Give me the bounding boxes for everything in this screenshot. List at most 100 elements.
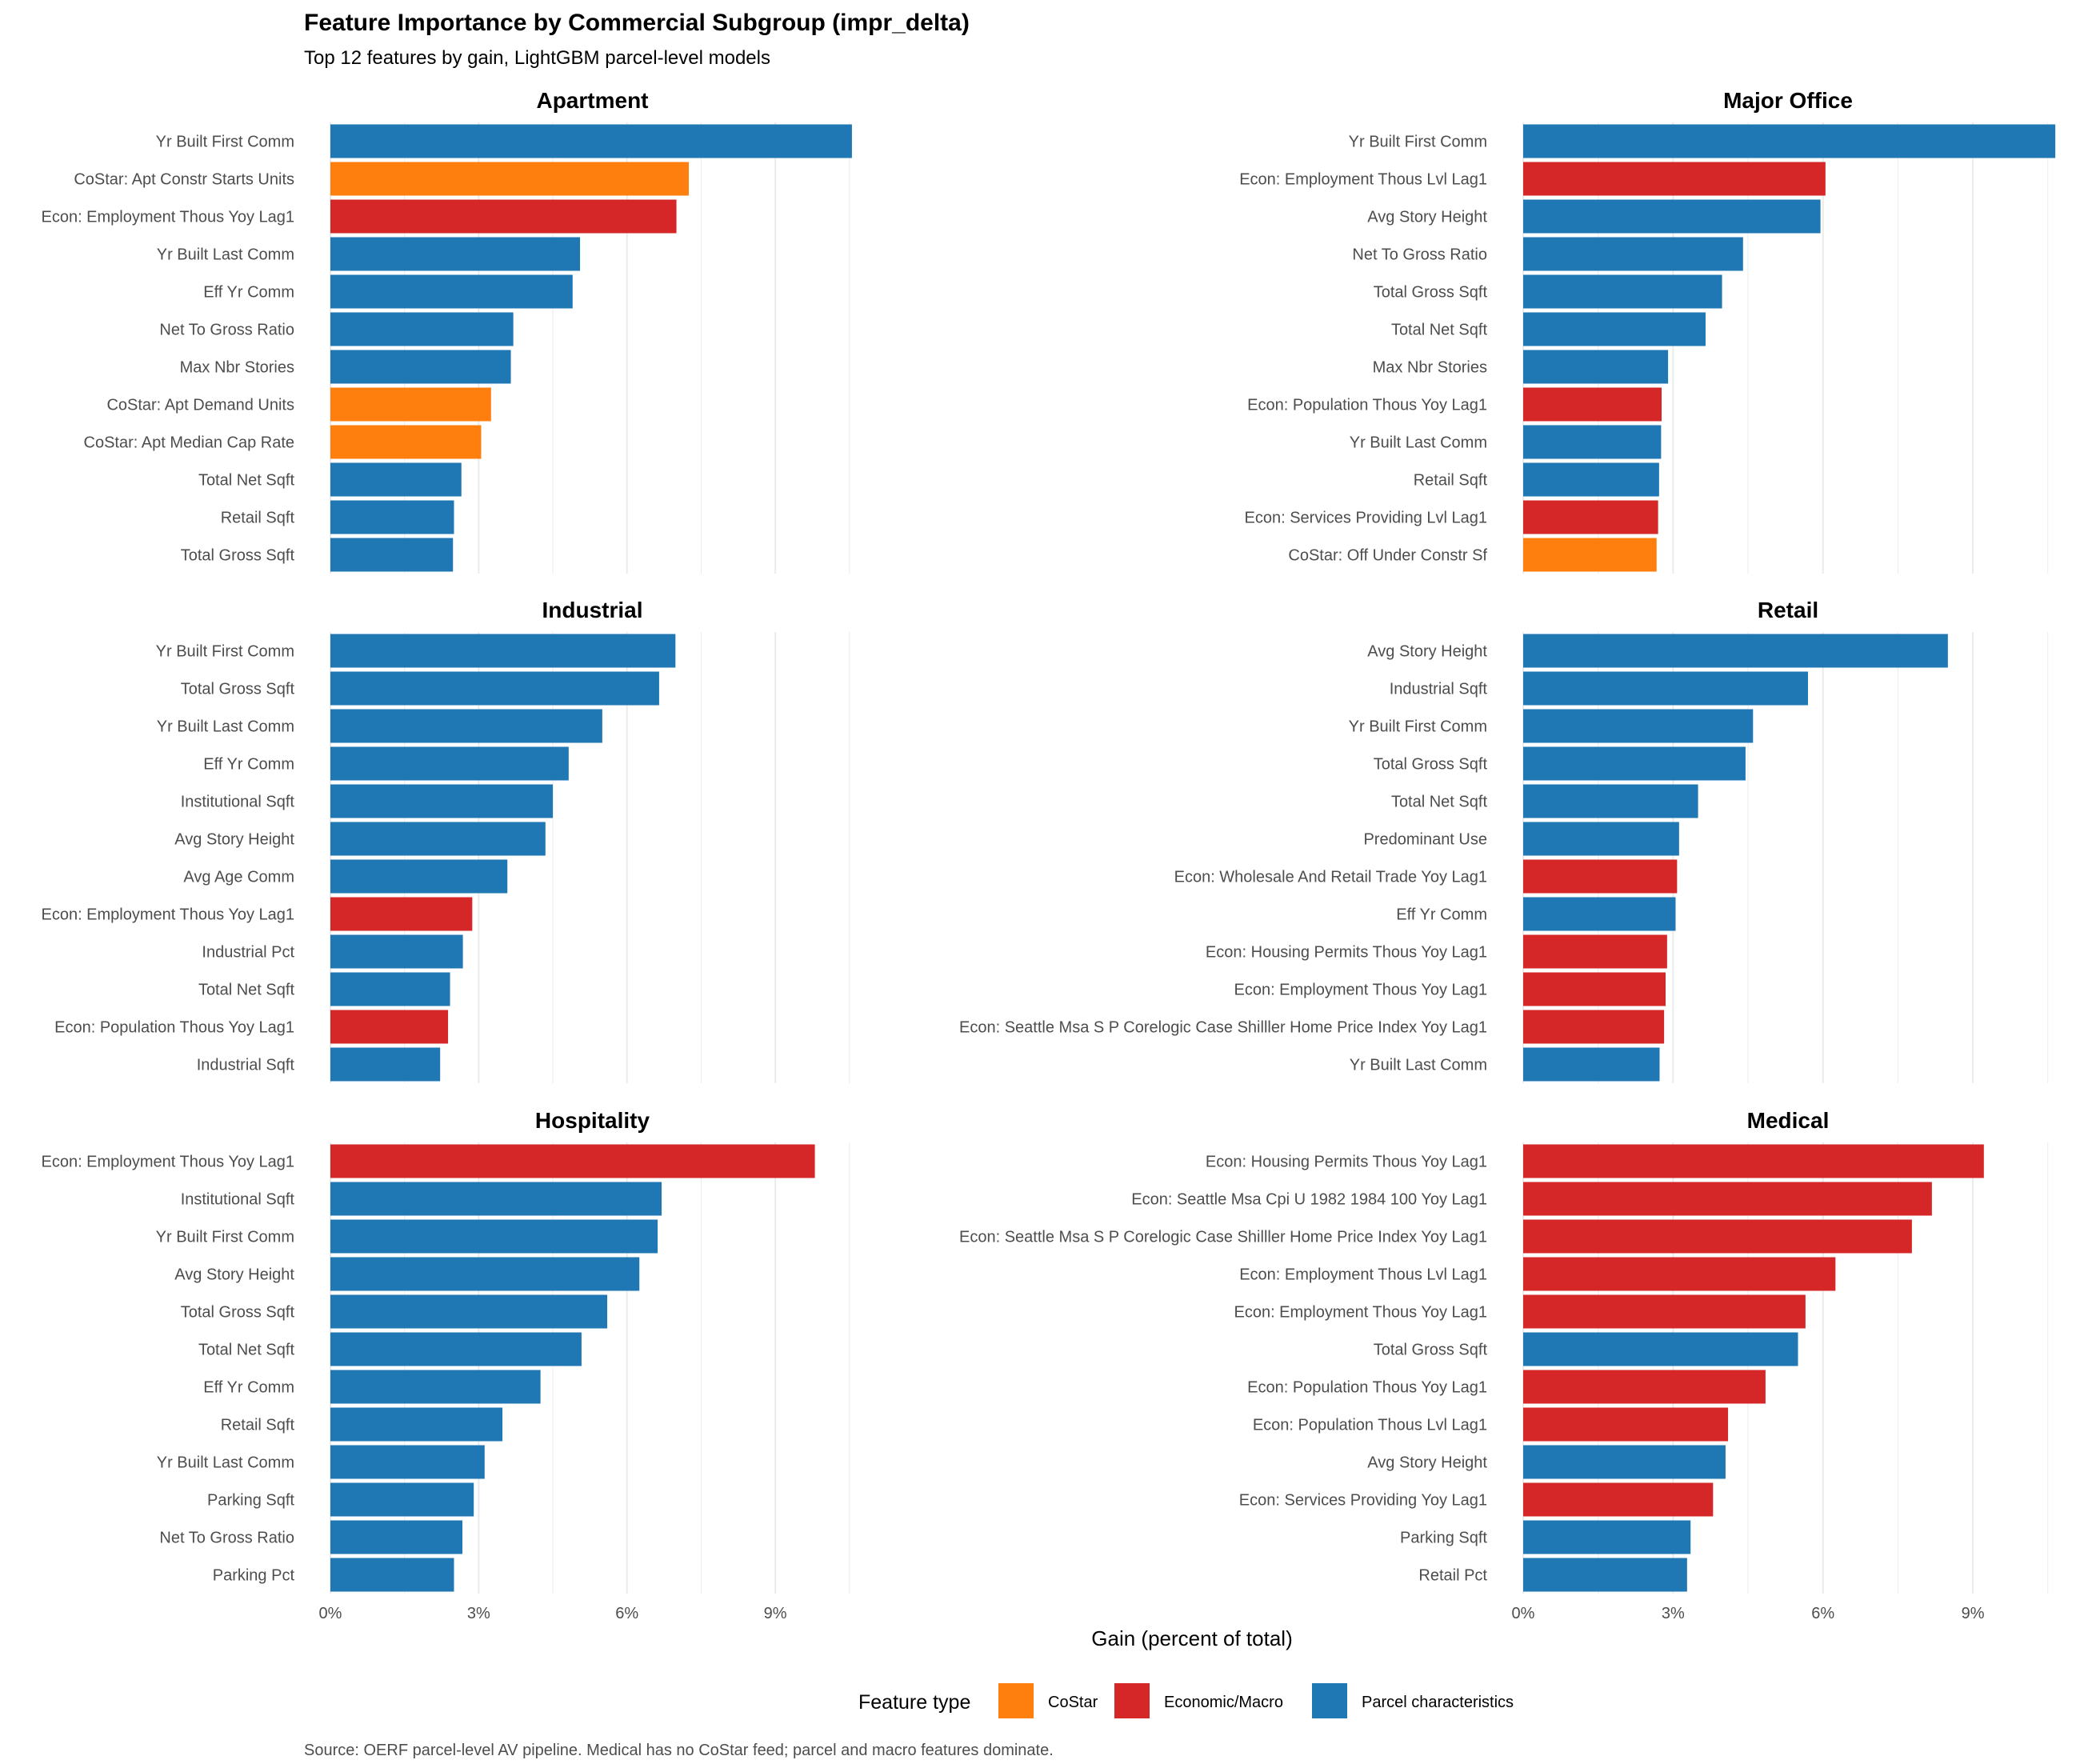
feature-label: Econ: Population Thous Yoy Lag1: [54, 1019, 294, 1037]
bar-hospitality-econ-employment-thous-yoy-lag1: [330, 1144, 815, 1178]
feature-label: Total Net Sqft: [1391, 794, 1488, 811]
bar-hospitality-retail-sqft: [330, 1407, 503, 1442]
bar-apartment-eff-yr-comm: [330, 274, 573, 309]
bar-hospitality-eff-yr-comm: [330, 1370, 541, 1404]
bar-major-office-costar-off-under-constr-sf: [1523, 538, 1657, 572]
bar-hospitality-avg-story-height: [330, 1257, 640, 1291]
feature-label: Total Net Sqft: [198, 1342, 295, 1359]
bar-medical-econ-employment-thous-yoy-lag1: [1523, 1294, 1806, 1329]
feature-label: Econ: Employment Thous Yoy Lag1: [41, 906, 294, 924]
bar-apartment-max-nbr-stories: [330, 350, 511, 384]
feature-label: Yr Built First Comm: [156, 1229, 294, 1246]
feature-label: Industrial Sqft: [1390, 681, 1488, 698]
feature-label: Max Nbr Stories: [180, 359, 294, 377]
panel-title: Major Office: [1723, 88, 1853, 113]
feature-label: Total Gross Sqft: [1374, 756, 1488, 774]
chart-caption: Source: OERF parcel-level AV pipeline. M…: [304, 1742, 1054, 1759]
bar-industrial-eff-yr-comm: [330, 746, 569, 781]
chart-title: Feature Importance by Commercial Subgrou…: [304, 10, 970, 36]
bar-medical-total-gross-sqft: [1523, 1332, 1798, 1366]
bar-medical-econ-housing-permits-thous-yoy-lag1: [1523, 1144, 1984, 1178]
bar-retail-eff-yr-comm: [1523, 897, 1676, 931]
bar-retail-industrial-sqft: [1523, 671, 1808, 706]
feature-label: Avg Age Comm: [183, 869, 294, 886]
panel-apartment: Apartment Yr Built First Comm CoStar: Apt …: [41, 88, 852, 574]
feature-label: Retail Sqft: [1414, 472, 1488, 490]
x-tick-label: 0%: [319, 1605, 342, 1622]
bar-industrial-industrial-sqft: [330, 1047, 441, 1082]
feature-label: Total Net Sqft: [198, 472, 295, 490]
feature-label: Total Gross Sqft: [181, 681, 295, 698]
bar-apartment-costar-apt-median-cap-rate: [330, 425, 482, 459]
panel-title: Hospitality: [535, 1108, 650, 1133]
bar-hospitality-yr-built-first-comm: [330, 1219, 658, 1254]
feature-label: Avg Story Height: [174, 831, 294, 849]
bar-major-office-max-nbr-stories: [1523, 350, 1669, 384]
x-tick-label: 3%: [467, 1605, 490, 1622]
panel-title: Medical: [1747, 1108, 1830, 1133]
bar-major-office-yr-built-first-comm: [1523, 124, 2056, 158]
feature-label: CoStar: Apt Demand Units: [106, 397, 294, 414]
feature-label: Econ: Wholesale And Retail Trade Yoy Lag…: [1174, 869, 1487, 886]
feature-label: Max Nbr Stories: [1373, 359, 1487, 377]
feature-label: Total Gross Sqft: [1374, 284, 1488, 302]
chart-subtitle: Top 12 features by gain, LightGBM parcel…: [304, 47, 770, 69]
legend-key-economic-macro: [1114, 1683, 1150, 1718]
feature-label: Total Gross Sqft: [181, 1304, 295, 1322]
feature-label: Net To Gross Ratio: [1352, 246, 1487, 264]
bar-industrial-yr-built-last-comm: [330, 709, 602, 743]
feature-label: Econ: Seattle Msa S P Corelogic Case Shi…: [959, 1019, 1487, 1037]
panel-gridlines: [330, 632, 850, 1083]
legend-items: CoStar Economic/Macro Parcel characteristi…: [998, 1683, 1514, 1718]
panel-gridlines: [330, 122, 850, 574]
facet-panels: Apartment Yr Built First Comm CoStar: Apt …: [41, 88, 2056, 1622]
panel-gridlines: [1522, 632, 2049, 1083]
bar-apartment-total-gross-sqft: [330, 538, 454, 572]
feature-label: Yr Built Last Comm: [1350, 1057, 1487, 1074]
bar-medical-econ-services-providing-yoy-lag1: [1523, 1482, 1714, 1517]
feature-label: Total Net Sqft: [198, 982, 295, 999]
feature-label: Net To Gross Ratio: [159, 322, 294, 339]
feature-label: CoStar: Apt Median Cap Rate: [84, 434, 294, 452]
bar-major-office-yr-built-last-comm: [1523, 425, 1662, 459]
bar-apartment-costar-apt-demand-units: [330, 387, 491, 422]
bar-medical-avg-story-height: [1523, 1445, 1726, 1479]
bar-industrial-avg-story-height: [330, 822, 546, 856]
feature-label: Eff Yr Comm: [1396, 906, 1487, 924]
feature-label: Econ: Housing Permits Thous Yoy Lag1: [1206, 944, 1487, 962]
x-tick-label: 3%: [1662, 1605, 1685, 1622]
feature-label: Avg Story Height: [174, 1266, 294, 1284]
bar-apartment-yr-built-last-comm: [330, 237, 581, 271]
bar-retail-yr-built-first-comm: [1523, 709, 1754, 743]
feature-label: Econ: Population Thous Yoy Lag1: [1247, 397, 1487, 414]
bar-industrial-yr-built-first-comm: [330, 634, 676, 668]
bar-retail-predominant-use: [1523, 822, 1679, 856]
bar-industrial-avg-age-comm: [330, 859, 508, 894]
panel-hospitality: Hospitality Econ: Employment Thous Yoy La…: [41, 1108, 850, 1622]
feature-label: Econ: Services Providing Yoy Lag1: [1239, 1492, 1487, 1510]
bar-medical-econ-population-thous-yoy-lag1: [1523, 1370, 1766, 1404]
feature-label: Econ: Employment Thous Lvl Lag1: [1239, 171, 1487, 189]
panel-gridlines: [1522, 122, 2049, 574]
x-tick-label: 0%: [1512, 1605, 1535, 1622]
panel-gridlines: [1522, 1142, 2049, 1594]
feature-label: Econ: Employment Thous Lvl Lag1: [1239, 1266, 1487, 1284]
bar-apartment-econ-employment-thous-yoy-lag1: [330, 199, 677, 234]
feature-label: Econ: Employment Thous Yoy Lag1: [1234, 982, 1487, 999]
feature-label: Industrial Sqft: [197, 1057, 295, 1074]
feature-label: CoStar: Off Under Constr Sf: [1288, 547, 1487, 565]
x-axis-label: Gain (percent of total): [1091, 1626, 1292, 1650]
bar-apartment-costar-apt-constr-starts-units: [330, 162, 689, 196]
bar-retail-total-net-sqft: [1523, 784, 1698, 818]
feature-label: Parking Pct: [213, 1567, 295, 1585]
bar-hospitality-parking-pct: [330, 1558, 454, 1592]
x-tick-label: 9%: [1962, 1605, 1985, 1622]
bar-apartment-total-net-sqft: [330, 462, 462, 497]
panel-title: Apartment: [536, 88, 648, 113]
feature-label: Total Gross Sqft: [1374, 1342, 1488, 1359]
feature-label: Institutional Sqft: [181, 794, 295, 811]
feature-label: Parking Sqft: [207, 1492, 294, 1510]
bar-hospitality-total-net-sqft: [330, 1332, 582, 1366]
feature-label: Yr Built First Comm: [1349, 718, 1487, 736]
feature-label: Econ: Housing Permits Thous Yoy Lag1: [1206, 1154, 1487, 1171]
